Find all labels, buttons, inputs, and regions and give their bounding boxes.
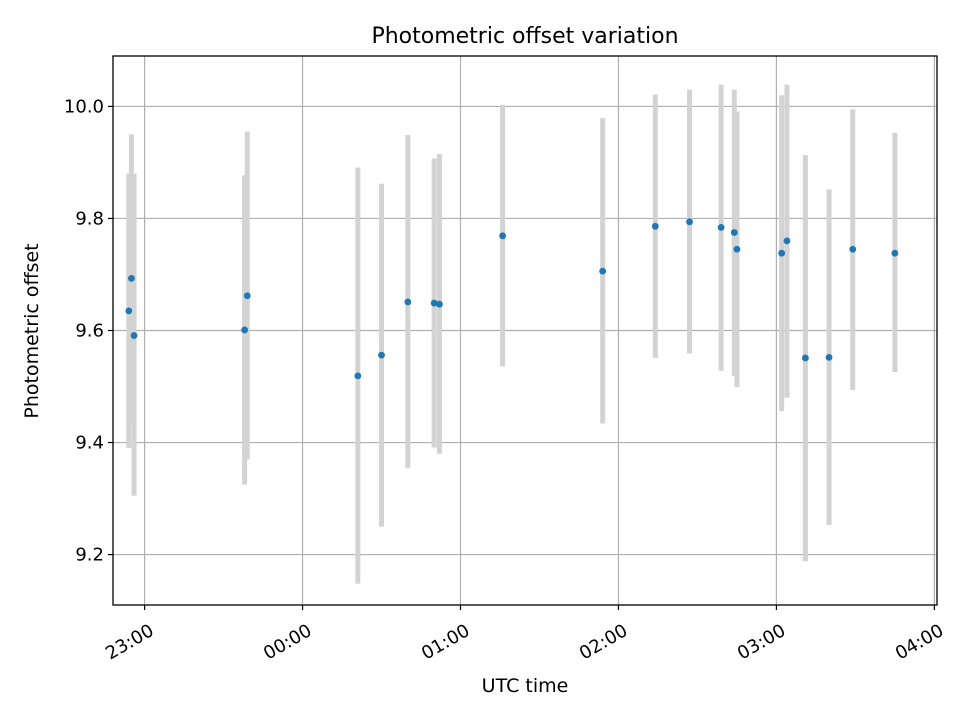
data-point	[825, 353, 833, 361]
y-axis-label: Photometric offset	[21, 243, 43, 418]
data-point	[891, 249, 899, 257]
data-point	[730, 229, 738, 236]
grid-lines	[113, 56, 937, 605]
x-axis-label: UTC time	[482, 675, 569, 697]
data-point	[354, 372, 362, 380]
data-point	[686, 218, 693, 226]
data-point	[404, 298, 412, 306]
data-point	[128, 275, 135, 282]
y-tick-label: 9.2	[75, 545, 104, 566]
y-tick-label: 9.6	[75, 321, 104, 342]
data-point	[430, 299, 438, 307]
data-point	[436, 300, 443, 308]
data-point	[241, 326, 249, 334]
chart-title: Photometric offset variation	[371, 24, 678, 49]
data-point	[778, 249, 786, 257]
data-point	[783, 237, 791, 245]
y-axis-ticks: 9.2 9.4 9.6 9.8 10.0	[64, 96, 113, 566]
data-points	[125, 218, 899, 380]
data-point	[130, 332, 138, 339]
data-point	[801, 354, 809, 362]
data-point	[378, 351, 385, 359]
data-point	[717, 224, 725, 231]
data-point	[849, 245, 857, 253]
data-point	[243, 292, 251, 300]
data-point	[125, 307, 133, 315]
data-point	[733, 245, 741, 253]
y-tick-label: 9.8	[75, 208, 104, 229]
data-point	[599, 267, 607, 275]
y-tick-label: 9.4	[75, 433, 104, 454]
data-point	[499, 232, 507, 240]
y-tick-label: 10.0	[64, 96, 104, 117]
data-point	[651, 222, 659, 230]
